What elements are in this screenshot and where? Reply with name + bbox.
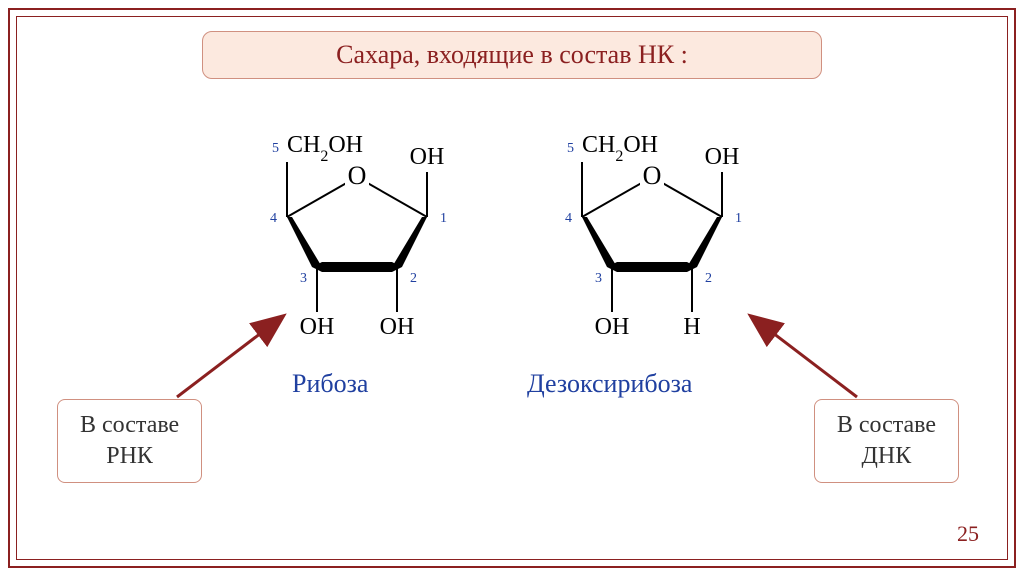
ring-o: O xyxy=(348,161,367,190)
oh-c1: OH xyxy=(410,144,445,170)
annotation-dna: В составе ДНК xyxy=(814,399,959,483)
title-text: Сахара, входящие в состав НК : xyxy=(336,40,688,69)
pos2: 2 xyxy=(410,271,417,286)
ring-o: O xyxy=(643,161,662,190)
oh-c3: OH xyxy=(300,314,335,340)
pos5: 5 xyxy=(272,141,279,156)
ch2oh: CH2OH xyxy=(287,132,363,165)
pos4: 4 xyxy=(270,211,277,226)
outer-frame: Сахара, входящие в состав НК : xyxy=(8,8,1016,568)
ch2oh: CH2OH xyxy=(582,132,658,165)
pos4: 4 xyxy=(565,211,572,226)
deoxyribose-name: Дезоксирибоза xyxy=(527,369,692,399)
pos1: 1 xyxy=(735,211,742,226)
oh-c2: OH xyxy=(380,314,415,340)
annot-left-line1: В составе xyxy=(80,412,179,438)
pos3: 3 xyxy=(595,271,602,286)
pos1: 1 xyxy=(440,211,447,226)
annot-left-line2: РНК xyxy=(106,443,153,469)
oh-c1: OH xyxy=(705,144,740,170)
title-box: Сахара, входящие в состав НК : xyxy=(202,31,822,79)
pos5: 5 xyxy=(567,141,574,156)
annot-right-line2: ДНК xyxy=(862,443,912,469)
pos2: 2 xyxy=(705,271,712,286)
arrow-left xyxy=(167,307,297,407)
pos3: 3 xyxy=(300,271,307,286)
page-number: 25 xyxy=(957,521,979,547)
h-c2: H xyxy=(683,314,700,340)
ribose-name: Рибоза xyxy=(292,369,368,399)
annot-right-line1: В составе xyxy=(837,412,936,438)
arrow-right xyxy=(737,307,867,407)
oh-c3: OH xyxy=(595,314,630,340)
annotation-rna: В составе РНК xyxy=(57,399,202,483)
inner-frame: Сахара, входящие в состав НК : xyxy=(16,16,1008,560)
